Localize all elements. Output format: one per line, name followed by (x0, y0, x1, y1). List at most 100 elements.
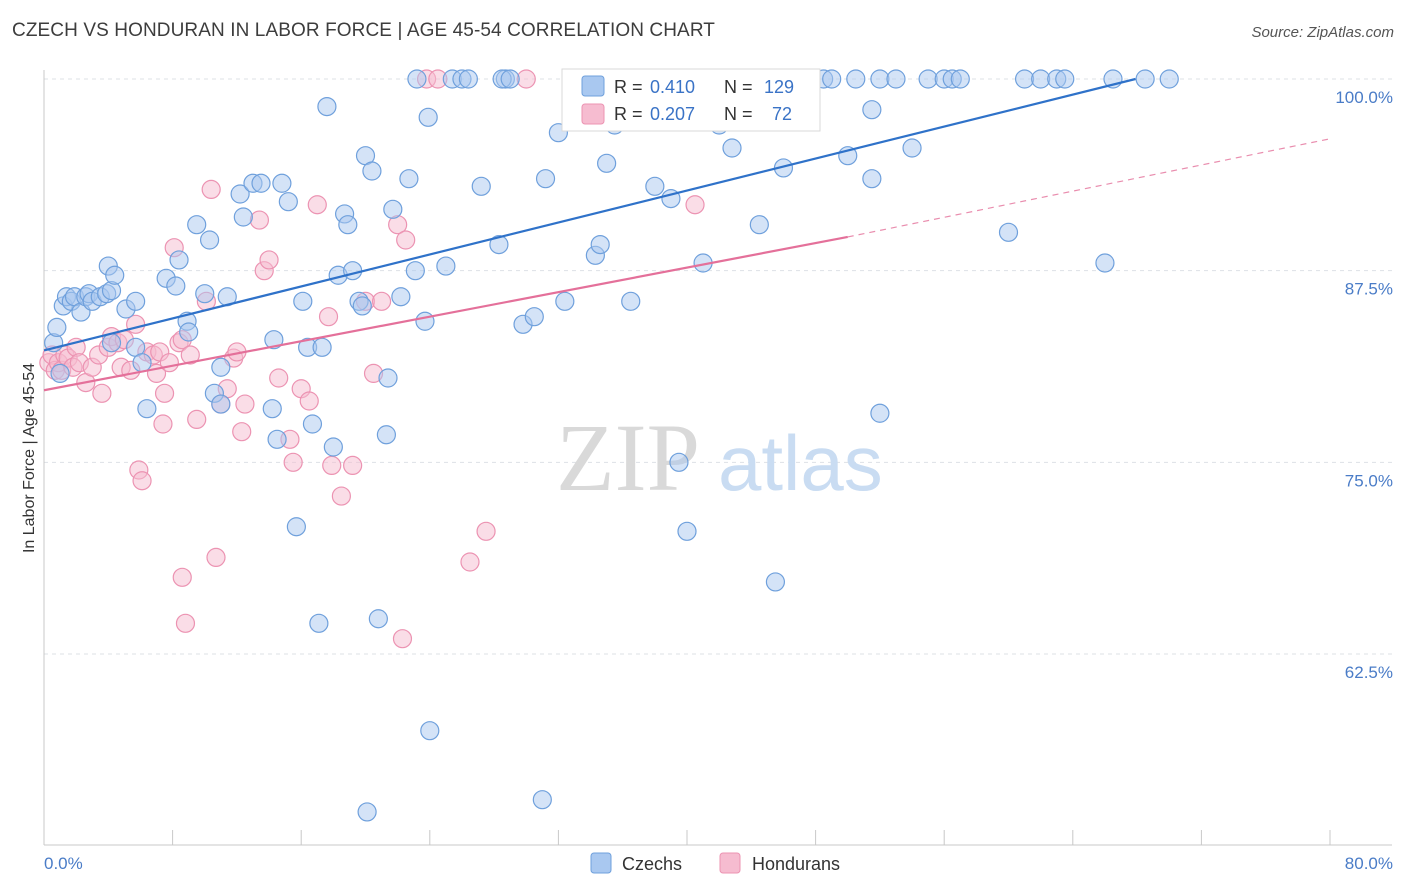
honduran-point (235, 394, 255, 414)
czech-point (286, 517, 306, 537)
honduran-point (331, 486, 351, 506)
czech-points (44, 69, 1179, 822)
czech-point (352, 296, 372, 316)
czech-point (262, 399, 282, 419)
czech-point (722, 138, 742, 158)
czech-point (233, 207, 253, 227)
legend-czechs-swatch (590, 852, 612, 874)
honduran-point (269, 368, 289, 388)
czech-point (677, 521, 697, 541)
legend-honduran-swatch (581, 103, 605, 125)
czech-point (418, 107, 438, 127)
czech-point (278, 192, 298, 212)
czech-point (902, 138, 922, 158)
czech-point (765, 572, 786, 592)
czech-point (555, 291, 575, 311)
legend-honduran-r-value: 0.207 (650, 104, 695, 124)
czech-point (535, 169, 556, 189)
czech-point (132, 353, 152, 373)
legend-honduran-r-label: R = (614, 104, 643, 124)
czech-point (343, 261, 363, 281)
legend-hondurans-swatch (719, 852, 741, 874)
czech-point (267, 429, 287, 449)
honduran-point (159, 353, 179, 373)
czech-point (391, 287, 411, 307)
legend-stats: R = 0.410 N = 129 R = 0.207 N = 72 (561, 68, 821, 132)
legend-hondurans-label: Hondurans (752, 854, 840, 874)
legend-czech-n-value: 129 (764, 77, 794, 97)
y-tick-label: 100.0% (1335, 88, 1393, 107)
czech-point (886, 69, 906, 89)
y-tick-label: 75.0% (1345, 471, 1393, 490)
honduran-point (299, 391, 319, 411)
legend-czech-r-value: 0.410 (650, 77, 695, 97)
czech-point (272, 173, 292, 193)
czech-point (230, 184, 250, 204)
czech-point (471, 176, 491, 196)
axes (43, 70, 1392, 846)
czech-point (532, 790, 552, 810)
legend-czechs-label: Czechs (622, 854, 682, 874)
honduran-point (206, 547, 226, 568)
czech-point (251, 173, 271, 193)
watermark-atlas: atlas (718, 419, 883, 507)
czech-point (323, 437, 343, 457)
grid-lines (44, 78, 1392, 655)
honduran-point (201, 179, 221, 199)
czech-point (264, 330, 284, 350)
y-tick-label: 62.5% (1345, 663, 1393, 682)
czech-point (436, 256, 456, 276)
czech-point (50, 363, 70, 383)
czech-point (376, 425, 396, 445)
honduran-point (232, 422, 252, 442)
x-tick-label-max: 80.0% (1345, 854, 1393, 873)
czech-point (378, 368, 398, 388)
czech-point (749, 215, 769, 235)
honduran-trend-line (43, 235, 848, 392)
czech-point (293, 291, 313, 311)
legend-honduran-n-value: 72 (772, 104, 792, 124)
czech-point (368, 609, 388, 629)
czech-point (590, 235, 610, 255)
czech-point (211, 394, 231, 414)
y-axis-label: In Labor Force | Age 45-54 (21, 363, 38, 553)
trend-lines (43, 77, 1331, 392)
honduran-point (516, 69, 536, 89)
czech-point (669, 452, 689, 472)
source-label: Source: ZipAtlas.com (1251, 24, 1394, 41)
czech-point (870, 69, 890, 89)
czech-point (357, 802, 377, 822)
watermark: ZIP atlas (556, 404, 883, 511)
czech-point (870, 403, 890, 423)
czech-point (415, 311, 435, 331)
czech-point (338, 215, 358, 235)
legend-czech-n-label: N = (724, 77, 753, 97)
tick-labels: 62.5% 75.0% 87.5% 100.0% 0.0% 80.0% (44, 88, 1393, 873)
honduran-point (187, 409, 207, 429)
czech-point (862, 169, 882, 189)
honduran-point (172, 567, 192, 587)
honduran-point (476, 521, 496, 541)
czech-point (309, 613, 329, 633)
czech-point (399, 169, 419, 189)
czech-point (187, 215, 207, 235)
czech-point (524, 307, 544, 327)
czech-point (105, 265, 125, 285)
honduran-point (396, 230, 416, 250)
czech-point (199, 230, 220, 250)
czech-point (1031, 69, 1051, 89)
czech-point (950, 69, 970, 89)
czech-point (137, 399, 157, 419)
czech-point (1135, 69, 1155, 89)
honduran-point (283, 452, 303, 472)
honduran-point (92, 383, 112, 403)
czech-point (302, 414, 323, 434)
honduran-points (39, 69, 705, 649)
czech-point (169, 250, 189, 270)
honduran-point (322, 455, 342, 475)
czech-point (597, 153, 617, 173)
legend-honduran-n-label: N = (724, 104, 753, 124)
legend-stats-box (561, 68, 821, 132)
honduran-point (392, 629, 413, 649)
czech-point (405, 261, 425, 281)
